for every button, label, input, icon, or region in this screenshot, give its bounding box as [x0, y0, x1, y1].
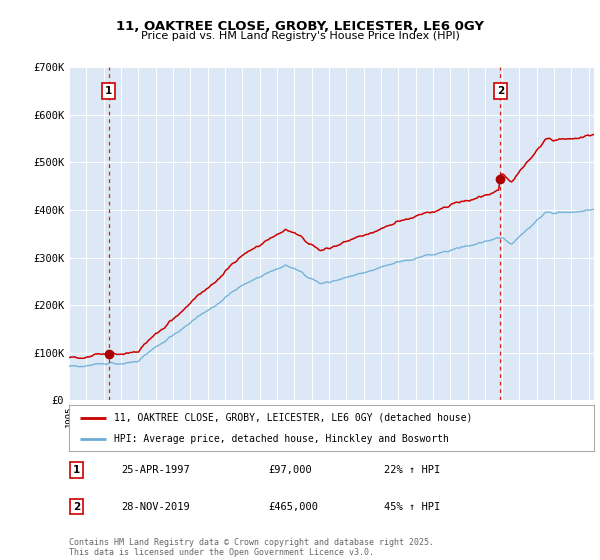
Text: 2: 2: [497, 86, 504, 96]
Text: 25-APR-1997: 25-APR-1997: [121, 465, 190, 475]
Text: Contains HM Land Registry data © Crown copyright and database right 2025.
This d: Contains HM Land Registry data © Crown c…: [69, 538, 434, 557]
Text: HPI: Average price, detached house, Hinckley and Bosworth: HPI: Average price, detached house, Hinc…: [113, 435, 449, 444]
Text: Price paid vs. HM Land Registry's House Price Index (HPI): Price paid vs. HM Land Registry's House …: [140, 31, 460, 41]
Text: £465,000: £465,000: [269, 502, 319, 511]
Text: 11, OAKTREE CLOSE, GROBY, LEICESTER, LE6 0GY: 11, OAKTREE CLOSE, GROBY, LEICESTER, LE6…: [116, 20, 484, 32]
Text: £97,000: £97,000: [269, 465, 312, 475]
Text: 1: 1: [105, 86, 112, 96]
Text: 1: 1: [73, 465, 80, 475]
Text: 22% ↑ HPI: 22% ↑ HPI: [384, 465, 440, 475]
Text: 11, OAKTREE CLOSE, GROBY, LEICESTER, LE6 0GY (detached house): 11, OAKTREE CLOSE, GROBY, LEICESTER, LE6…: [113, 413, 472, 423]
Text: 45% ↑ HPI: 45% ↑ HPI: [384, 502, 440, 511]
Text: 28-NOV-2019: 28-NOV-2019: [121, 502, 190, 511]
Text: 2: 2: [73, 502, 80, 511]
